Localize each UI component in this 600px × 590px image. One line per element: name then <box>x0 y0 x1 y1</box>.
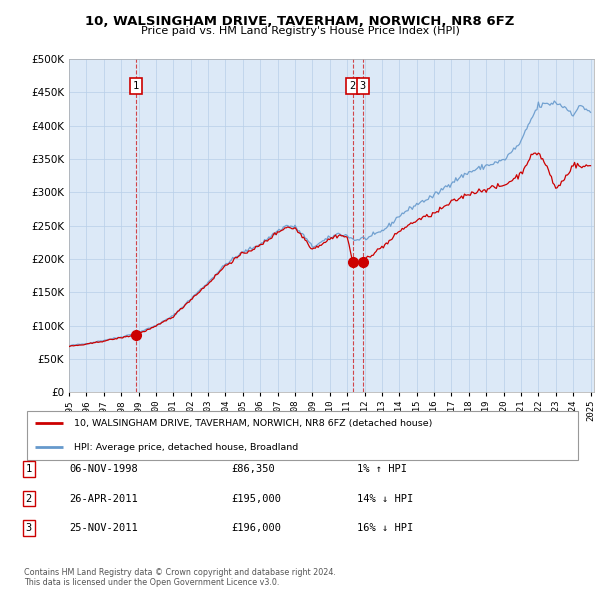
Text: 3: 3 <box>26 523 32 533</box>
Text: Price paid vs. HM Land Registry's House Price Index (HPI): Price paid vs. HM Land Registry's House … <box>140 26 460 36</box>
Text: 3: 3 <box>359 81 366 91</box>
Text: 16% ↓ HPI: 16% ↓ HPI <box>357 523 413 533</box>
Text: Contains HM Land Registry data © Crown copyright and database right 2024.
This d: Contains HM Land Registry data © Crown c… <box>24 568 336 587</box>
Text: HPI: Average price, detached house, Broadland: HPI: Average price, detached house, Broa… <box>74 443 298 452</box>
FancyBboxPatch shape <box>27 411 578 460</box>
Text: 10, WALSINGHAM DRIVE, TAVERHAM, NORWICH, NR8 6FZ: 10, WALSINGHAM DRIVE, TAVERHAM, NORWICH,… <box>85 15 515 28</box>
Text: 2: 2 <box>350 81 356 91</box>
Text: £195,000: £195,000 <box>231 494 281 503</box>
Text: £86,350: £86,350 <box>231 464 275 474</box>
Text: 1: 1 <box>133 81 139 91</box>
Text: £196,000: £196,000 <box>231 523 281 533</box>
Text: 2: 2 <box>26 494 32 503</box>
Text: 10, WALSINGHAM DRIVE, TAVERHAM, NORWICH, NR8 6FZ (detached house): 10, WALSINGHAM DRIVE, TAVERHAM, NORWICH,… <box>74 419 433 428</box>
Text: 06-NOV-1998: 06-NOV-1998 <box>69 464 138 474</box>
Text: 26-APR-2011: 26-APR-2011 <box>69 494 138 503</box>
Text: 1% ↑ HPI: 1% ↑ HPI <box>357 464 407 474</box>
Text: 1: 1 <box>26 464 32 474</box>
Text: 25-NOV-2011: 25-NOV-2011 <box>69 523 138 533</box>
Text: 14% ↓ HPI: 14% ↓ HPI <box>357 494 413 503</box>
